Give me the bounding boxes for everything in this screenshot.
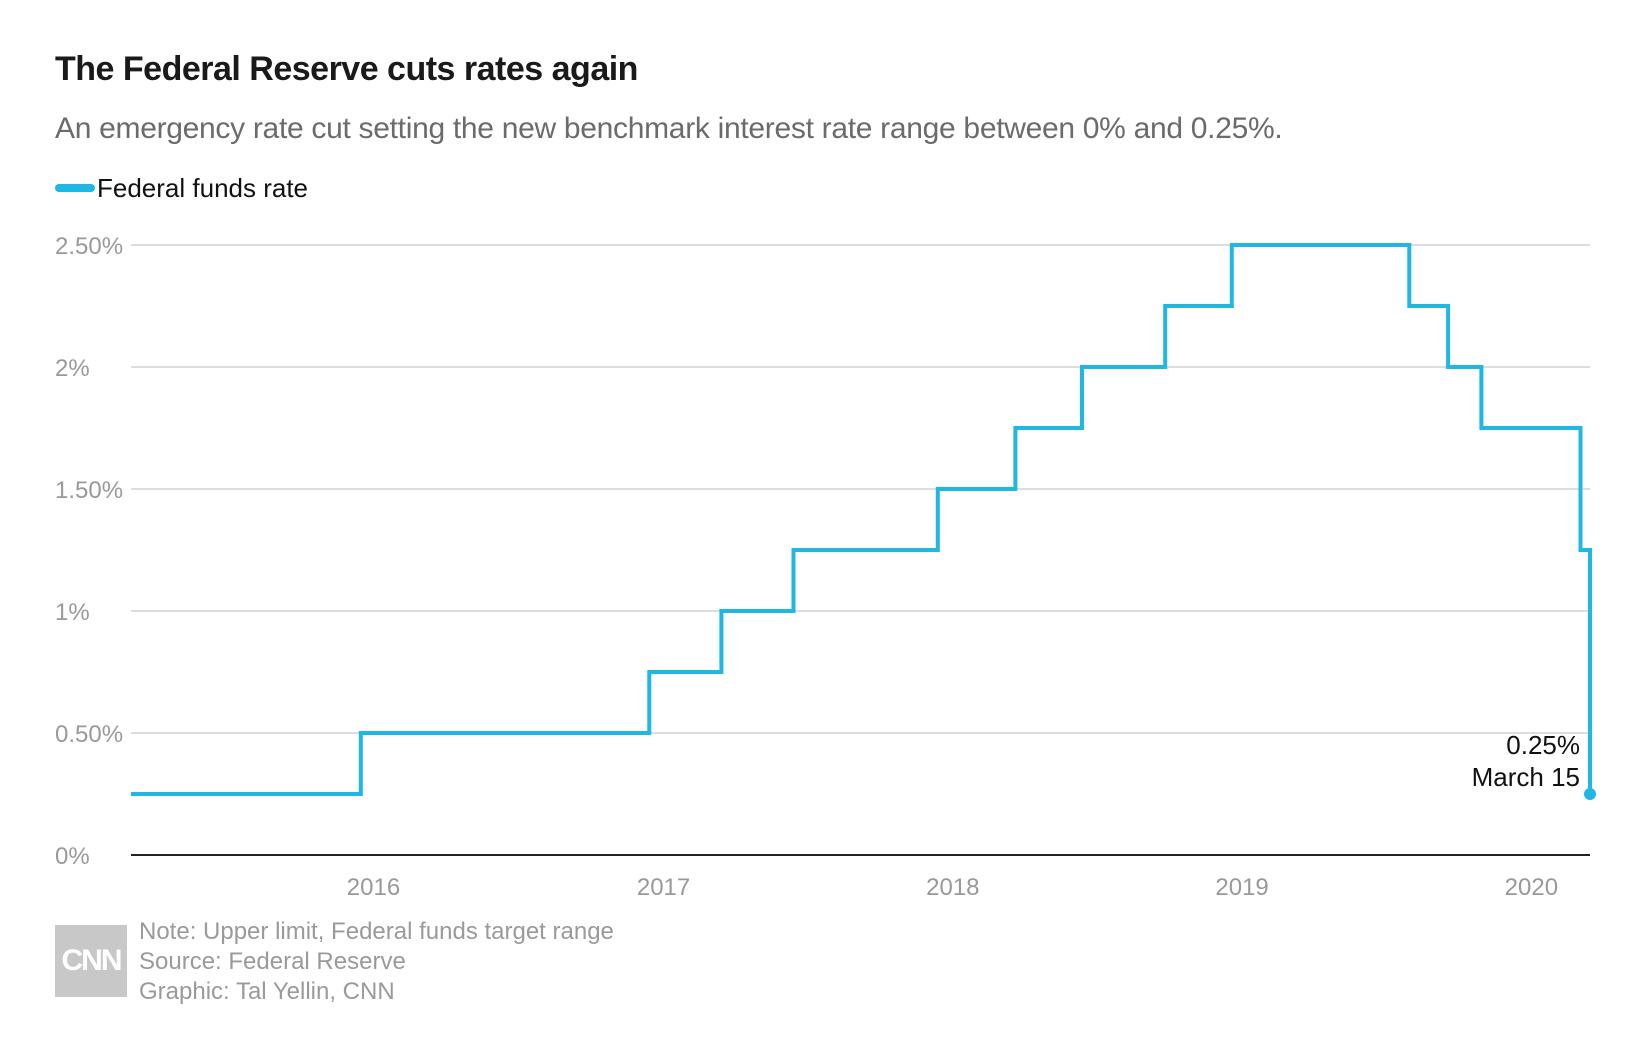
x-tick-label: 2020 [1505, 874, 1558, 901]
x-tick-label: 2016 [347, 874, 400, 901]
y-tick-label: 1.50% [55, 477, 123, 504]
y-tick-label: 1% [55, 599, 90, 626]
footer-text: Note: Upper limit, Federal funds target … [139, 917, 614, 1005]
annotation-date: March 15 [1472, 762, 1580, 792]
y-tick-label: 0.50% [55, 721, 123, 748]
chart-title: The Federal Reserve cuts rates again [55, 50, 638, 88]
footer-source: Source: Federal Reserve [139, 948, 406, 975]
federal-funds-rate-line [131, 243, 1592, 796]
footer-credit: Graphic: Tal Yellin, CNN [139, 978, 395, 1005]
x-tick-label: 2017 [637, 874, 690, 901]
legend: Federal funds rate [55, 173, 308, 203]
y-tick-label: 0% [55, 843, 90, 870]
x-tick-label: 2018 [926, 874, 979, 901]
footer: CNN Note: Upper limit, Federal funds tar… [55, 918, 614, 1005]
footer-note: Note: Upper limit, Federal funds target … [139, 918, 614, 945]
end-point-marker [1584, 788, 1596, 800]
y-tick-label: 2% [55, 355, 90, 382]
legend-label: Federal funds rate [97, 172, 309, 203]
cnn-logo: CNN [55, 925, 127, 997]
y-tick-label: 2.50% [55, 233, 123, 260]
legend-swatch [55, 184, 95, 192]
x-tick-label: 2019 [1215, 874, 1268, 901]
annotation-value: 0.25% [1506, 730, 1580, 760]
chart-subtitle: An emergency rate cut setting the new be… [55, 112, 1283, 145]
